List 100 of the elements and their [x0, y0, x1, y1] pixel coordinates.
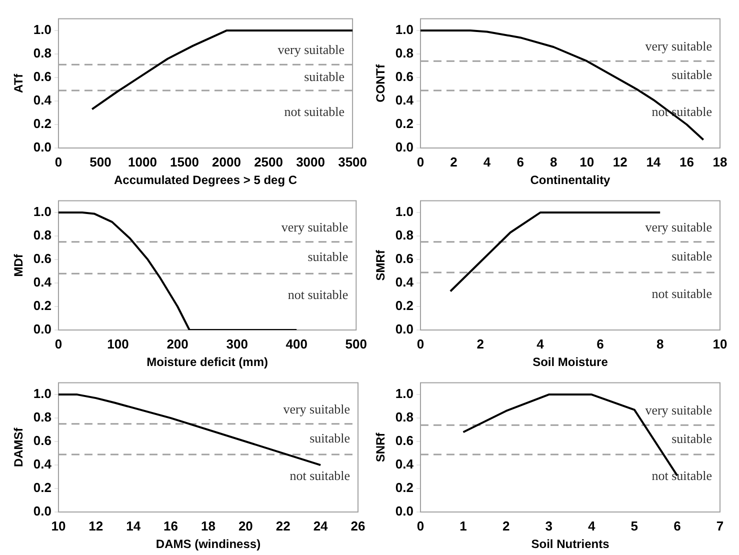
y-tick-label: 0.4	[33, 456, 52, 472]
x-tick-label: 2	[502, 518, 510, 534]
x-tick-label: 6	[596, 336, 604, 352]
x-tick-label: 22	[276, 518, 290, 534]
x-tick-label: 0	[54, 154, 62, 170]
annotation: not suitable	[284, 104, 345, 119]
y-tick-label: 1.0	[33, 204, 52, 220]
y-tick-label: 0.6	[395, 251, 414, 266]
x-tick-label: 12	[612, 154, 628, 170]
y-tick-label: 0.0	[33, 140, 52, 155]
annotation: suitable	[304, 68, 345, 84]
annotation: very suitable	[281, 219, 348, 234]
y-tick-label: 1.0	[33, 22, 52, 38]
annotation: very suitable	[645, 38, 712, 54]
x-tick-label: 0	[416, 336, 424, 352]
x-tick-label: 2	[450, 154, 458, 170]
x-tick-label: 18	[201, 518, 216, 534]
x-tick-label: 7	[716, 518, 724, 534]
y-axis-title: CONTf	[374, 63, 388, 102]
y-tick-label: 0.8	[33, 228, 52, 243]
y-tick-label: 0.6	[33, 433, 52, 448]
x-tick-label: 10	[580, 154, 594, 170]
y-tick-label: 1.0	[395, 204, 414, 220]
annotation: not suitable	[652, 468, 712, 483]
y-tick-label: 0.0	[395, 322, 414, 337]
y-tick-label: 0.8	[395, 410, 414, 425]
x-tick-label: 4	[483, 154, 492, 170]
x-tick-label: 3000	[296, 154, 325, 170]
x-tick-label: 6	[674, 518, 681, 534]
y-tick-label: 0.2	[395, 480, 414, 496]
y-tick-label: 0.4	[395, 456, 414, 472]
x-axis-title: Continentality	[530, 173, 611, 188]
y-tick-label: 0.0	[395, 140, 414, 155]
x-tick-label: 20	[238, 518, 253, 534]
annotation: very suitable	[645, 402, 712, 418]
y-tick-label: 0.4	[395, 274, 414, 290]
y-tick-label: 0.0	[33, 322, 52, 337]
annotation: not suitable	[652, 104, 712, 119]
y-tick-label: 0.0	[395, 504, 414, 519]
annotation: not suitable	[288, 287, 348, 302]
y-tick-label: 0.6	[395, 69, 414, 84]
y-tick-label: 0.8	[395, 46, 414, 61]
y-tick-label: 0.6	[33, 251, 52, 266]
x-tick-label: 2000	[212, 154, 241, 170]
x-tick-label: 16	[164, 518, 178, 534]
x-tick-label: 14	[126, 518, 142, 534]
y-axis-title: SMRf	[374, 249, 388, 281]
y-axis-title: MDf	[12, 253, 26, 277]
x-tick-label: 0	[416, 154, 424, 170]
x-tick-label: 3	[545, 518, 552, 534]
annotation: very suitable	[283, 401, 350, 416]
x-tick-label: 8	[550, 154, 558, 170]
y-tick-label: 0.6	[33, 69, 52, 84]
x-tick-label: 3500	[338, 154, 367, 170]
y-tick-label: 0.8	[33, 46, 52, 61]
y-tick-label: 1.0	[395, 386, 414, 402]
x-tick-label: 4	[588, 518, 596, 534]
x-tick-label: 500	[90, 154, 112, 170]
x-tick-label: 4	[536, 336, 545, 352]
x-tick-label: 12	[88, 518, 104, 534]
y-tick-label: 1.0	[33, 386, 52, 402]
y-tick-label: 0.4	[33, 92, 52, 108]
x-tick-label: 16	[679, 154, 694, 170]
x-tick-label: 5	[630, 518, 638, 534]
y-tick-label: 0.8	[33, 410, 52, 425]
x-axis-title: Soil Nutrients	[531, 537, 610, 552]
x-tick-label: 1	[460, 518, 467, 534]
x-tick-label: 2	[476, 336, 484, 352]
annotation: suitable	[672, 67, 712, 82]
x-axis-title: Moisture deficit (mm)	[146, 355, 268, 370]
y-tick-label: 0.2	[33, 298, 52, 314]
x-tick-label: 1500	[170, 154, 199, 170]
y-tick-label: 0.2	[33, 116, 52, 132]
x-tick-label: 14	[646, 154, 662, 170]
y-tick-label: 0.0	[33, 504, 52, 519]
annotation: suitable	[672, 431, 712, 446]
annotation: not suitable	[652, 286, 712, 301]
y-tick-label: 0.2	[395, 298, 414, 314]
y-tick-label: 1.0	[395, 22, 414, 38]
x-tick-label: 400	[286, 336, 308, 352]
annotation: suitable	[308, 249, 348, 264]
x-tick-label: 8	[656, 336, 664, 352]
annotation: very suitable	[278, 42, 345, 58]
y-tick-label: 0.4	[33, 274, 52, 290]
y-axis-title: DAMSf	[12, 426, 26, 468]
x-tick-label: 2500	[254, 154, 283, 170]
x-tick-label: 18	[712, 154, 728, 170]
annotation: suitable	[672, 248, 712, 264]
x-tick-label: 26	[350, 518, 366, 534]
x-tick-label: 100	[107, 336, 129, 352]
annotation: very suitable	[645, 219, 712, 234]
y-tick-label: 0.2	[395, 116, 414, 132]
y-axis-title: SNRf	[374, 432, 388, 462]
x-tick-label: 10	[51, 518, 66, 534]
x-tick-label: 6	[516, 154, 524, 170]
x-tick-label: 500	[345, 336, 368, 352]
y-tick-label: 0.6	[395, 433, 414, 448]
x-tick-label: 0	[416, 518, 424, 534]
x-tick-label: 0	[54, 336, 62, 352]
annotation: suitable	[310, 430, 350, 446]
